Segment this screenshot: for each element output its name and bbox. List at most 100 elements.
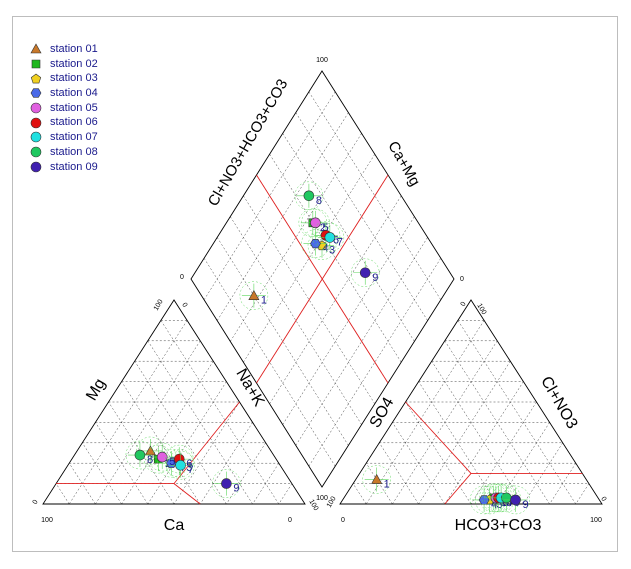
legend-item: station 08: [30, 145, 98, 160]
tick-label: 0: [32, 499, 40, 506]
legend-label: station 06: [50, 116, 98, 129]
anion-facies-line: [405, 401, 472, 474]
legend-marker: [30, 88, 42, 99]
cation-right-axis-label: Na+K: [232, 366, 267, 410]
uncertainty-circle: [311, 221, 341, 250]
diamond-grid: [269, 154, 402, 363]
cation-point: 9: [212, 469, 241, 498]
tick-label: 100: [316, 495, 328, 502]
point-label: 2: [500, 497, 506, 509]
point-label: 7: [337, 236, 343, 248]
tick-label: 100: [316, 57, 328, 64]
uncertainty-circle: [350, 258, 380, 288]
diamond-point: 9: [350, 258, 380, 288]
legend-label: station 04: [50, 87, 98, 100]
anion-grid: [470, 401, 537, 505]
uncertainty-circle: [136, 436, 165, 466]
diamond-grid: [282, 216, 415, 425]
circle-marker-icon: [30, 132, 42, 143]
point-label: 9: [523, 499, 529, 511]
cation-grid: [121, 381, 201, 505]
anion-grid: [405, 401, 472, 505]
diamond-point: 5: [301, 208, 330, 238]
point-label: 4: [322, 243, 328, 255]
tick-label: 100: [590, 517, 602, 524]
point-label: 8: [316, 195, 322, 207]
diamond-border: [190, 70, 455, 488]
point-label: 5: [322, 222, 328, 234]
point-label: 3: [186, 462, 192, 474]
anion-grid: [549, 463, 577, 505]
point-label: 9: [372, 272, 378, 284]
diamond-right-axis-label: Ca+Mg: [384, 138, 423, 189]
uncertainty-circle: [294, 181, 324, 211]
anion-marker: [510, 494, 521, 506]
tick-label: 0: [460, 301, 468, 308]
legend-item: station 05: [30, 101, 98, 116]
diamond-grid: [308, 258, 442, 467]
cation-grid: [160, 320, 280, 505]
uncertainty-circle: [315, 223, 345, 252]
cation-grid: [121, 361, 214, 505]
uncertainty-circle: [475, 485, 504, 515]
point-label: 1: [384, 479, 390, 491]
tick-label: 0: [288, 517, 292, 524]
diamond-marker: [310, 217, 321, 229]
anion-marker: [371, 473, 383, 484]
cation-left-axis-label: Mg: [83, 376, 109, 404]
legend-marker: [30, 146, 42, 158]
legend-marker: [30, 117, 42, 129]
diamond-grid: [203, 258, 336, 467]
uncertainty-circle: [307, 231, 337, 260]
diamond-grid: [308, 91, 442, 300]
cation-grid: [68, 320, 188, 505]
cation-marker: [175, 459, 186, 471]
anion-right-axis-label: Cl+NO3: [537, 374, 580, 432]
tick-label: 0: [341, 517, 345, 524]
uncertainty-circle: [239, 281, 269, 310]
anion-point: 9: [501, 485, 530, 515]
anion-grid: [496, 422, 550, 505]
point-label: 8: [147, 454, 153, 466]
pentagon-marker-icon: [30, 73, 42, 84]
cation-grid: [226, 442, 266, 505]
triangle-marker-icon: [30, 43, 42, 54]
legend-label: station 09: [50, 160, 98, 173]
diamond-grid: [230, 133, 362, 342]
point-label: 1: [261, 295, 267, 307]
uncertainty-circle: [362, 465, 391, 494]
point-label: 2: [320, 222, 326, 234]
diamond-grid: [230, 216, 362, 425]
diamond-point: 7: [315, 223, 345, 252]
plot-frame: [12, 16, 618, 552]
cation-marker: [156, 451, 168, 463]
legend-label: station 07: [50, 131, 98, 144]
anion-grid: [575, 483, 590, 505]
cation-grid: [95, 422, 149, 505]
anion-grid: [431, 361, 524, 505]
diamond-marker: [248, 290, 260, 300]
square-marker-icon: [31, 59, 41, 69]
anion-grid: [352, 483, 367, 505]
diamond-marker: [324, 232, 336, 243]
cation-grid: [278, 483, 293, 505]
cation-facies-line: [173, 483, 201, 505]
legend-item: station 04: [30, 86, 98, 101]
point-label: 6: [333, 234, 339, 246]
anion-point: 1: [362, 465, 391, 494]
tick-label: 100: [307, 498, 319, 512]
diamond-grid: [282, 133, 415, 342]
legend-label: station 05: [50, 101, 98, 114]
point-label: 9: [233, 483, 239, 495]
cation-grid: [252, 463, 280, 505]
point-label: 6: [186, 458, 192, 470]
cation-point: 5: [147, 442, 177, 472]
anion-bottom-axis-label: HCO3+CO3: [455, 517, 542, 534]
uncertainty-circle: [125, 440, 155, 470]
diamond-grid: [243, 195, 376, 404]
legend-item: station 03: [30, 71, 98, 86]
legend-item: station 07: [30, 130, 98, 145]
tick-label: 0: [599, 496, 607, 503]
diamond-grid: [295, 237, 428, 446]
